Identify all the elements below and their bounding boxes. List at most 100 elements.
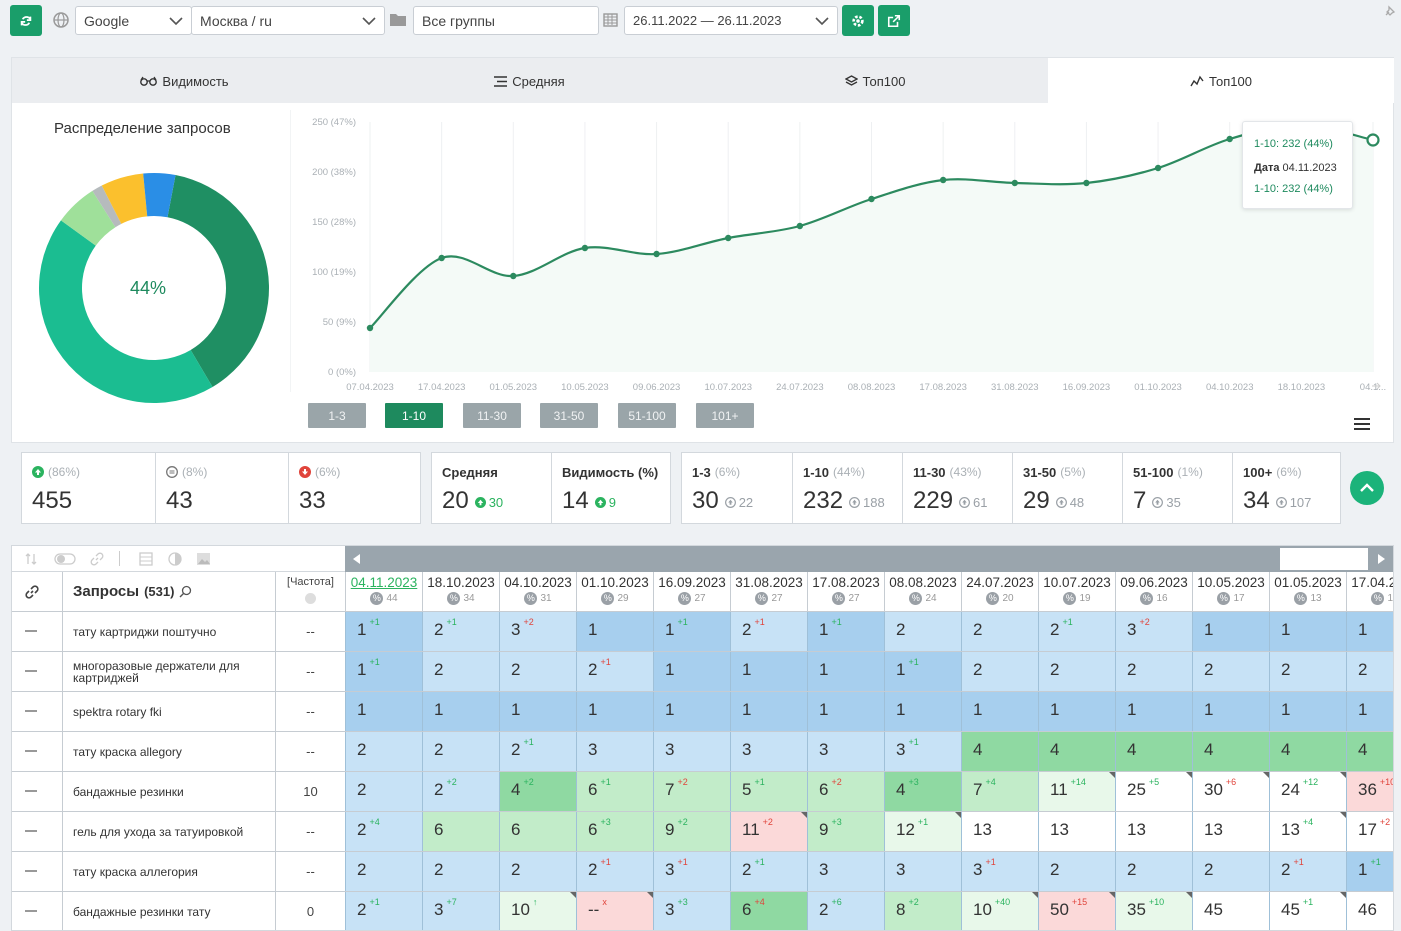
query-text[interactable]: тату краска аллегория: [62, 852, 275, 891]
donut-segment-31-50[interactable]: [60, 190, 116, 246]
position-cell[interactable]: 2 +2: [422, 772, 499, 811]
expand-row-icon[interactable]: [25, 870, 37, 872]
query-text[interactable]: бандажные резинки: [62, 772, 275, 811]
date-column-header[interactable]: 01.10.2023% 29: [576, 572, 653, 612]
query-text[interactable]: бандажные резинки тату: [62, 892, 275, 930]
link-icon[interactable]: [90, 552, 104, 566]
date-column-header[interactable]: 04.11.2023% 44: [345, 572, 422, 612]
data-point[interactable]: [868, 195, 875, 203]
position-cell[interactable]: 1: [1192, 612, 1269, 651]
position-cell[interactable]: 1: [807, 692, 884, 731]
search-icon[interactable]: [179, 585, 192, 598]
position-cell[interactable]: 2: [345, 772, 422, 811]
position-cell[interactable]: 1: [961, 692, 1038, 731]
position-cell[interactable]: 13: [1038, 812, 1115, 851]
query-text[interactable]: гель для ухода за татуировкой: [62, 812, 275, 851]
position-cell[interactable]: 1: [576, 612, 653, 651]
position-cell[interactable]: 9 +2: [653, 812, 730, 851]
query-text[interactable]: тату краска allegory: [62, 732, 275, 771]
range-button-1-10[interactable]: 1-10: [385, 403, 443, 428]
position-cell[interactable]: 1: [1038, 692, 1115, 731]
expand-row-icon[interactable]: [25, 790, 37, 792]
position-cell[interactable]: 2: [1038, 852, 1115, 891]
position-cell[interactable]: 2: [1115, 652, 1192, 691]
position-cell[interactable]: 13: [961, 812, 1038, 851]
refresh-button[interactable]: [10, 5, 42, 36]
position-cell[interactable]: 2: [1038, 652, 1115, 691]
position-cell[interactable]: 1: [422, 692, 499, 731]
hamburger-menu-icon[interactable]: [1353, 417, 1371, 431]
position-cell[interactable]: 5 +1: [730, 772, 807, 811]
position-cell[interactable]: 1 +1: [345, 652, 422, 691]
sort-icon[interactable]: [25, 553, 37, 565]
position-cell[interactable]: 6: [422, 812, 499, 851]
position-cell[interactable]: 12 +1: [884, 812, 961, 851]
query-text[interactable]: spektra rotary fki: [62, 692, 275, 731]
position-cell[interactable]: 2 +4: [345, 812, 422, 851]
expand-row-icon[interactable]: [25, 670, 37, 672]
position-cell[interactable]: 2: [1346, 652, 1393, 691]
position-cell[interactable]: 1: [653, 652, 730, 691]
position-cell[interactable]: 6 +3: [576, 812, 653, 851]
donut-segment-100plus[interactable]: [143, 173, 176, 218]
data-point[interactable]: [510, 272, 517, 280]
position-cell[interactable]: 13: [1115, 812, 1192, 851]
query-text[interactable]: тату картриджи поштучно: [62, 612, 275, 651]
date-column-header[interactable]: 17.04.2023%16: [1346, 572, 1393, 612]
position-cell[interactable]: 3: [576, 732, 653, 771]
queries-column-header[interactable]: Запросы (531): [62, 572, 275, 612]
position-cell[interactable]: 3 +3: [653, 892, 730, 930]
position-cell[interactable]: 1: [576, 692, 653, 731]
date-column-header[interactable]: 10.07.2023% 19: [1038, 572, 1115, 612]
data-point[interactable]: [438, 254, 445, 262]
position-cell[interactable]: 1: [884, 692, 961, 731]
position-cell[interactable]: 2: [499, 652, 576, 691]
position-cell[interactable]: 4 +2: [499, 772, 576, 811]
date-column-header[interactable]: 04.10.2023% 31: [499, 572, 576, 612]
position-cell[interactable]: 1: [1346, 692, 1393, 731]
position-cell[interactable]: 2: [961, 652, 1038, 691]
position-cell[interactable]: 2 +1: [730, 852, 807, 891]
position-cell[interactable]: 3: [807, 852, 884, 891]
export-button[interactable]: [878, 5, 910, 36]
position-cell[interactable]: 2 +1: [499, 732, 576, 771]
position-cell[interactable]: 2: [1269, 652, 1346, 691]
position-cell[interactable]: 2: [345, 732, 422, 771]
range-button-11-30[interactable]: 11-30: [463, 403, 521, 428]
position-cell[interactable]: 1: [730, 692, 807, 731]
expand-row-icon[interactable]: [25, 630, 37, 632]
position-cell[interactable]: 45 +1: [1269, 892, 1346, 930]
position-cell[interactable]: 3: [807, 732, 884, 771]
position-cell[interactable]: 35 +10: [1115, 892, 1192, 930]
position-cell[interactable]: 3: [730, 732, 807, 771]
tab-top100-layers[interactable]: Топ100: [702, 58, 1048, 104]
date-column-header[interactable]: 24.07.2023% 20: [961, 572, 1038, 612]
position-cell[interactable]: 2: [422, 652, 499, 691]
query-text[interactable]: многоразовые держатели для картриджей: [62, 652, 275, 691]
position-cell[interactable]: 11 +2: [730, 812, 807, 851]
scroll-left-icon[interactable]: [353, 554, 361, 564]
position-cell[interactable]: 2 +1: [576, 852, 653, 891]
frequency-column-header[interactable]: [Частота]: [275, 572, 345, 612]
position-cell[interactable]: 1: [1269, 612, 1346, 651]
position-cell[interactable]: 3: [884, 852, 961, 891]
position-cell[interactable]: 2: [422, 852, 499, 891]
date-column-header[interactable]: 01.05.2023% 13: [1269, 572, 1346, 612]
date-column-header[interactable]: 18.10.2023% 34: [422, 572, 499, 612]
position-cell[interactable]: 7 +4: [961, 772, 1038, 811]
position-cell[interactable]: 10 ↑: [499, 892, 576, 930]
position-cell[interactable]: 4: [1346, 732, 1393, 771]
scroll-thumb[interactable]: [1280, 548, 1368, 570]
position-cell[interactable]: 2 +6: [807, 892, 884, 930]
position-cell[interactable]: 3 +2: [1115, 612, 1192, 651]
tab-visibility[interactable]: Видимость: [12, 58, 357, 104]
range-button-51-100[interactable]: 51-100: [618, 403, 676, 428]
position-cell[interactable]: 2: [422, 732, 499, 771]
position-cell[interactable]: 1: [345, 692, 422, 731]
data-point[interactable]: [581, 244, 589, 252]
toggle-icon[interactable]: [54, 553, 76, 565]
position-cell[interactable]: 6 +2: [807, 772, 884, 811]
position-cell[interactable]: 3 +2: [499, 612, 576, 651]
table-icon[interactable]: [139, 552, 153, 566]
group-select[interactable]: Все группы: [413, 6, 599, 35]
